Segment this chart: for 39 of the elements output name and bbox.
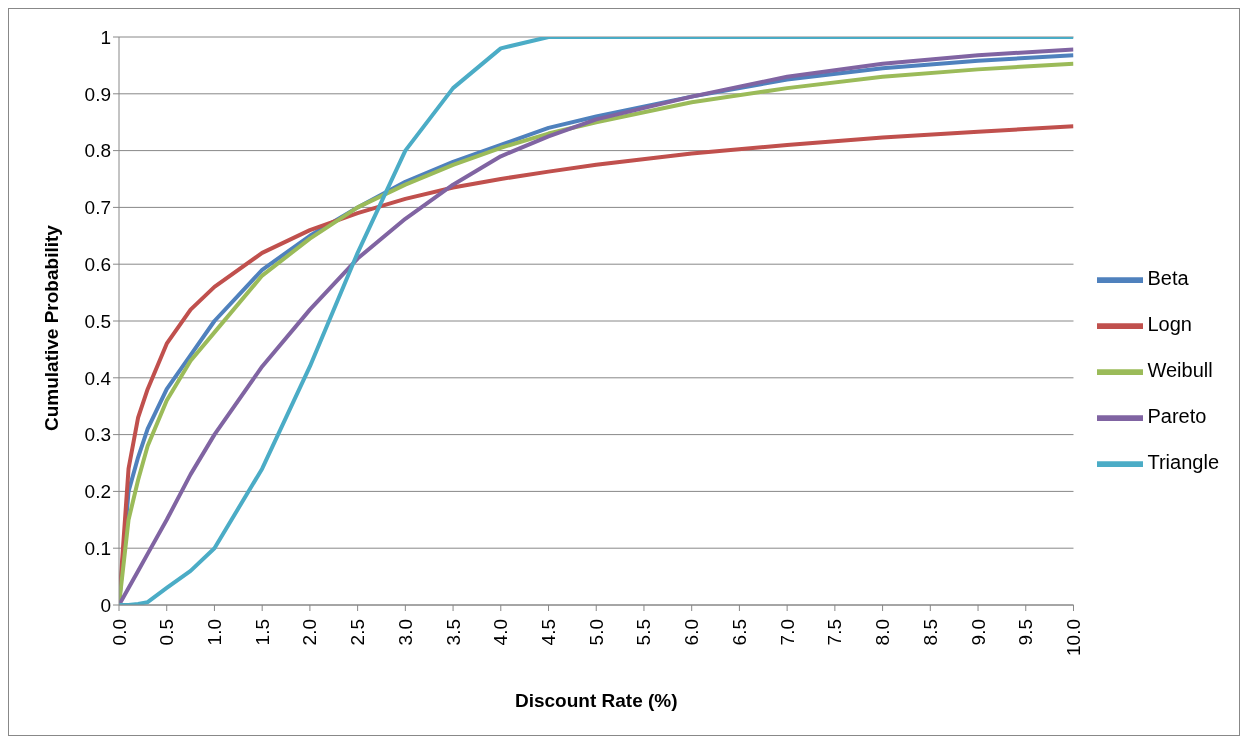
- y-tick-label: 0.6: [84, 253, 111, 275]
- x-tick-label: 0.0: [108, 619, 130, 646]
- y-tick-label: 0.9: [84, 83, 111, 105]
- legend-label: Logn: [1147, 313, 1192, 336]
- x-tick-label: 7.0: [776, 619, 798, 646]
- legend-label: Triangle: [1147, 451, 1219, 474]
- x-tick-label: 6.5: [728, 619, 750, 646]
- legend-label: Pareto: [1147, 405, 1207, 428]
- x-tick-label: 1.0: [203, 619, 225, 646]
- x-tick-label: 6.0: [681, 619, 703, 646]
- y-tick-label: 0.8: [84, 140, 111, 162]
- x-tick-label: 0.5: [156, 619, 178, 646]
- x-tick-label: 4.0: [490, 619, 512, 646]
- x-tick-label: 8.0: [872, 619, 894, 646]
- x-tick-label: 1.5: [251, 619, 273, 646]
- y-tick-label: 1: [100, 26, 111, 48]
- x-tick-label: 3.5: [442, 619, 464, 646]
- x-tick-label: 7.5: [824, 619, 846, 646]
- y-tick-label: 0.3: [84, 424, 111, 446]
- x-tick-label: 3.0: [394, 619, 416, 646]
- x-axis-title: Discount Rate (%): [514, 690, 678, 711]
- x-tick-label: 8.5: [919, 619, 941, 646]
- y-tick-label: 0.2: [84, 481, 111, 503]
- y-axis-title: Cumulative Probability: [40, 224, 62, 431]
- x-tick-label: 4.5: [538, 619, 560, 646]
- y-tick-label: 0.5: [84, 310, 111, 332]
- x-tick-label: 2.5: [347, 619, 369, 646]
- x-tick-label: 9.0: [967, 619, 989, 646]
- x-tick-label: 2.0: [299, 619, 321, 646]
- y-tick-label: 0.1: [84, 537, 111, 559]
- y-tick-label: 0: [100, 594, 111, 616]
- legend-label: Weibull: [1147, 359, 1213, 382]
- y-tick-label: 0.7: [84, 197, 111, 219]
- x-tick-label: 5.0: [585, 619, 607, 646]
- legend-label: Beta: [1147, 267, 1189, 290]
- y-tick-label: 0.4: [84, 367, 112, 389]
- x-tick-label: 5.5: [633, 619, 655, 646]
- x-tick-label: 10.0: [1062, 619, 1084, 656]
- x-tick-label: 9.5: [1015, 619, 1037, 646]
